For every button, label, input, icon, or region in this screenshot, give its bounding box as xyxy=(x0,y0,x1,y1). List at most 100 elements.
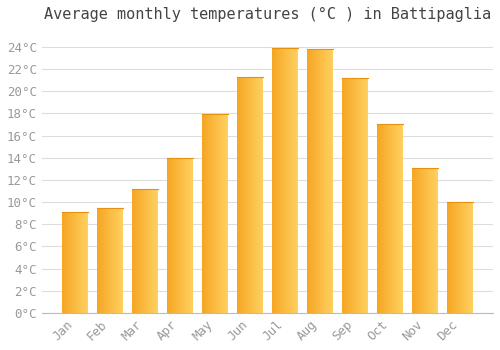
Bar xyxy=(383,124,384,313)
Bar xyxy=(346,78,347,313)
Bar xyxy=(225,114,226,313)
Bar xyxy=(180,158,181,313)
Bar xyxy=(156,189,157,313)
Bar xyxy=(212,114,213,313)
Bar xyxy=(361,78,362,313)
Bar xyxy=(240,77,241,313)
Bar xyxy=(221,114,222,313)
Bar xyxy=(285,48,286,313)
Bar xyxy=(312,49,313,313)
Bar xyxy=(434,168,435,313)
Bar xyxy=(348,78,349,313)
Bar xyxy=(148,189,149,313)
Bar xyxy=(82,212,83,313)
Bar xyxy=(242,77,243,313)
Bar xyxy=(275,48,276,313)
Bar xyxy=(140,189,141,313)
Bar xyxy=(469,202,470,313)
Bar xyxy=(417,168,418,313)
Bar xyxy=(181,158,182,313)
Bar xyxy=(350,78,351,313)
Bar xyxy=(189,158,190,313)
Bar xyxy=(279,48,280,313)
Bar xyxy=(345,78,346,313)
Bar xyxy=(399,124,400,313)
Bar xyxy=(470,202,471,313)
Bar xyxy=(141,189,142,313)
Bar xyxy=(292,48,293,313)
Bar xyxy=(81,212,82,313)
Bar xyxy=(464,202,465,313)
Bar xyxy=(379,124,380,313)
Bar xyxy=(250,77,251,313)
Bar xyxy=(431,168,432,313)
Bar xyxy=(119,208,120,313)
Bar xyxy=(224,114,225,313)
Bar xyxy=(213,114,214,313)
Bar xyxy=(309,49,310,313)
Bar xyxy=(223,114,224,313)
Bar xyxy=(171,158,172,313)
Bar xyxy=(457,202,458,313)
Bar xyxy=(168,158,169,313)
Bar xyxy=(284,48,285,313)
Bar xyxy=(413,168,414,313)
Bar xyxy=(401,124,402,313)
Bar xyxy=(427,168,428,313)
Bar xyxy=(295,48,296,313)
Bar xyxy=(278,48,279,313)
Bar xyxy=(397,124,398,313)
Bar xyxy=(414,168,415,313)
Bar xyxy=(261,77,262,313)
Bar xyxy=(450,202,451,313)
Bar xyxy=(100,208,101,313)
Bar xyxy=(322,49,323,313)
Bar xyxy=(238,77,239,313)
Bar xyxy=(216,114,217,313)
Bar xyxy=(429,168,430,313)
Bar xyxy=(365,78,366,313)
Bar xyxy=(319,49,320,313)
Bar xyxy=(272,48,273,313)
Bar xyxy=(315,49,316,313)
Bar xyxy=(105,208,106,313)
Bar xyxy=(293,48,294,313)
Bar xyxy=(392,124,393,313)
Bar xyxy=(86,212,87,313)
Bar xyxy=(153,189,154,313)
Bar xyxy=(112,208,113,313)
Bar xyxy=(78,212,79,313)
Bar xyxy=(142,189,143,313)
Bar xyxy=(296,48,297,313)
Bar xyxy=(98,208,99,313)
Bar xyxy=(433,168,434,313)
Bar xyxy=(73,212,74,313)
Bar xyxy=(318,49,319,313)
Bar xyxy=(211,114,212,313)
Bar xyxy=(218,114,219,313)
Bar xyxy=(107,208,108,313)
Bar xyxy=(347,78,348,313)
Bar xyxy=(188,158,189,313)
Bar xyxy=(85,212,86,313)
Bar xyxy=(461,202,462,313)
Bar xyxy=(184,158,185,313)
Bar xyxy=(324,49,325,313)
Bar xyxy=(394,124,395,313)
Bar xyxy=(328,49,329,313)
Bar xyxy=(145,189,146,313)
Bar xyxy=(393,124,394,313)
Bar xyxy=(418,168,419,313)
Bar xyxy=(249,77,250,313)
Bar xyxy=(424,168,425,313)
Bar xyxy=(385,124,386,313)
Bar xyxy=(222,114,223,313)
Bar xyxy=(244,77,245,313)
Bar xyxy=(396,124,397,313)
Bar xyxy=(380,124,381,313)
Bar xyxy=(252,77,253,313)
Bar xyxy=(65,212,66,313)
Bar xyxy=(330,49,331,313)
Bar xyxy=(186,158,187,313)
Bar xyxy=(432,168,433,313)
